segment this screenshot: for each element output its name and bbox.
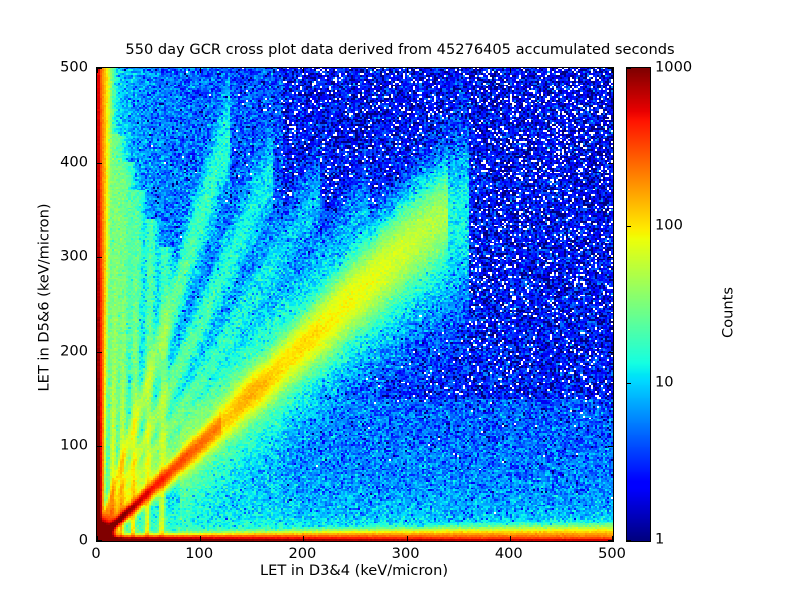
plot-title-line-1: 550 day GCR cross plot data derived from…	[125, 40, 675, 58]
y-tick-right-500	[608, 68, 613, 69]
y-tick-500	[97, 68, 102, 69]
y-axis-label: LET in D5&6 (keV/micron)	[35, 203, 53, 392]
y-tick-100	[97, 446, 102, 447]
y-tick-label-500: 500	[60, 58, 88, 76]
y-tick-label-400: 400	[60, 153, 88, 171]
colorbar-tick-label-1: 1	[655, 530, 665, 548]
colorbar	[626, 67, 651, 542]
y-tick-label-300: 300	[60, 247, 88, 265]
x-tick-label-100: 100	[185, 545, 214, 562]
colorbar-tick-100	[627, 226, 631, 227]
y-tick-right-200	[608, 352, 613, 353]
density-heatmap	[97, 68, 613, 541]
x-tick-top-200	[303, 68, 304, 73]
x-tick-top-500	[612, 68, 613, 73]
x-tick-0	[97, 536, 98, 541]
colorbar-label: Counts	[719, 287, 737, 338]
y-tick-0	[97, 540, 102, 541]
x-tick-label-400: 400	[494, 545, 523, 562]
x-tick-300	[407, 536, 408, 541]
colorbar-gradient	[627, 68, 650, 541]
y-tick-label-0: 0	[78, 531, 88, 549]
x-tick-label-200: 200	[288, 545, 317, 562]
x-tick-top-0	[97, 68, 98, 73]
x-tick-label-300: 300	[391, 545, 420, 562]
x-tick-top-100	[200, 68, 201, 73]
x-tick-200	[303, 536, 304, 541]
colorbar-tick-1000	[627, 68, 631, 69]
plot-area	[96, 67, 614, 542]
y-tick-200	[97, 352, 102, 353]
x-axis-label: LET in D3&4 (keV/micron)	[259, 562, 449, 579]
x-tick-top-300	[407, 68, 408, 73]
y-tick-right-0	[608, 540, 613, 541]
y-tick-300	[97, 257, 102, 258]
x-tick-100	[200, 536, 201, 541]
x-tick-500	[612, 536, 613, 541]
y-tick-400	[97, 163, 102, 164]
x-tick-top-400	[510, 68, 511, 73]
colorbar-tick-label-10: 10	[655, 373, 674, 391]
y-tick-label-100: 100	[60, 436, 88, 454]
colorbar-tick-1	[627, 540, 631, 541]
x-tick-400	[510, 536, 511, 541]
y-tick-right-400	[608, 163, 613, 164]
x-tick-label-500: 500	[598, 545, 626, 562]
y-tick-label-200: 200	[60, 342, 88, 360]
x-tick-label-0: 0	[91, 545, 101, 562]
y-tick-right-300	[608, 257, 613, 258]
colorbar-tick-label-100: 100	[655, 216, 683, 234]
colorbar-tick-10	[627, 383, 631, 384]
colorbar-tick-label-1000: 1000	[655, 58, 693, 76]
y-tick-right-100	[608, 446, 613, 447]
